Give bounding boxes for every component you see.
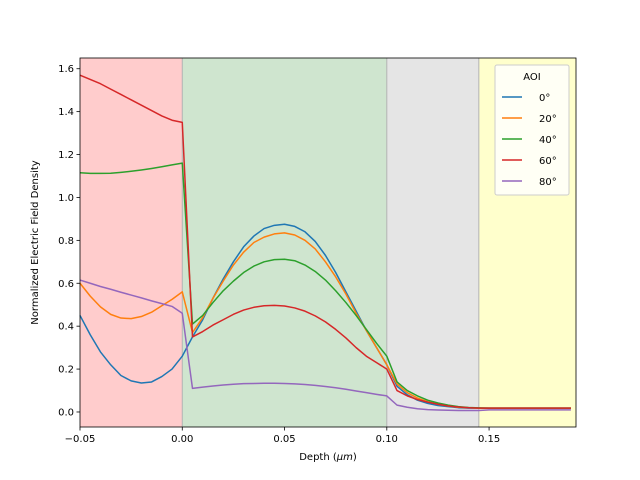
- y-tick-label: 0.6: [58, 279, 74, 290]
- legend-item-label: 40°: [539, 135, 557, 146]
- y-axis-label: Normalized Electric Field Density: [30, 160, 41, 324]
- series-line-4: [79, 279, 571, 412]
- y-tick-label: 1.2: [58, 150, 74, 161]
- y-tick-label: 0.0: [58, 407, 74, 418]
- series-lines: [79, 74, 571, 412]
- y-tick-label: 0.2: [58, 365, 74, 376]
- x-tick-label: −0.05: [65, 434, 96, 445]
- x-tick-label: 0.05: [273, 434, 295, 445]
- legend-title: AOI: [523, 72, 541, 83]
- region-1: [182, 58, 387, 427]
- x-axis-ticks: −0.05 0.00 0.05 0.10 0.15: [65, 427, 500, 445]
- y-tick-label: 0.4: [58, 322, 74, 333]
- legend-item-label: 0°: [539, 93, 550, 104]
- legend-box: [494, 64, 570, 196]
- x-tick-label: 0.00: [171, 434, 193, 445]
- plot-frame: [79, 57, 577, 428]
- legend: AOI 0° 20° 40° 60° 80°: [494, 64, 570, 196]
- legend-item-label: 80°: [539, 177, 557, 188]
- x-tick-label: 0.15: [478, 434, 500, 445]
- x-axis-label: Depth (μm): [299, 452, 357, 463]
- legend-item-label: 60°: [539, 156, 557, 167]
- y-tick-label: 1.0: [58, 193, 74, 204]
- legend-item-label: 20°: [539, 114, 557, 125]
- series-line-3: [79, 74, 571, 409]
- region-0: [80, 58, 183, 427]
- y-axis-ticks: 0.0 0.2 0.4 0.6 0.8 1.0 1.2 1.4 1.6: [58, 64, 80, 418]
- x-tick-label: 0.10: [376, 434, 398, 445]
- y-tick-label: 1.6: [58, 64, 74, 75]
- region-2: [386, 58, 479, 427]
- y-tick-label: 1.4: [58, 107, 74, 118]
- legend-items: 0° 20° 40° 60° 80°: [502, 93, 557, 188]
- y-tick-label: 0.8: [58, 236, 74, 247]
